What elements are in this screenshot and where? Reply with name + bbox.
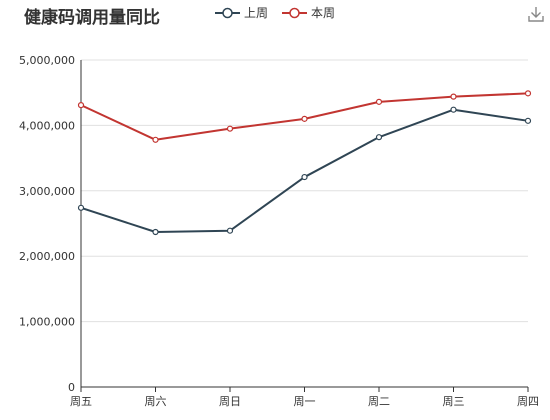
y-tick-label: 1,000,000 xyxy=(19,316,75,329)
data-point xyxy=(375,98,383,105)
legend-label-last-week: 上周 xyxy=(244,6,269,20)
data-point xyxy=(301,173,308,181)
x-tick-label: 周四 xyxy=(517,395,539,408)
legend-label-this-week: 本周 xyxy=(311,6,336,20)
legend-item-last-week[interactable]: 上周 xyxy=(215,4,268,21)
legend-marker-this-week xyxy=(282,7,308,18)
data-point xyxy=(450,106,457,113)
y-tick-label: 3,000,000 xyxy=(19,185,75,198)
chart-title: 健康码调用量同比 xyxy=(24,8,160,28)
y-tick-label: 5,000,000 xyxy=(19,54,75,67)
data-point xyxy=(375,134,383,141)
data-point xyxy=(77,102,85,109)
y-tick-label: 0 xyxy=(68,381,75,394)
data-point xyxy=(524,117,532,124)
x-tick-label: 周五 xyxy=(70,395,92,408)
data-point xyxy=(450,93,457,100)
x-tick-label: 周日 xyxy=(219,395,241,408)
data-point xyxy=(77,204,85,211)
y-tick-label: 4,000,000 xyxy=(19,119,75,132)
series-line-0 xyxy=(80,108,529,234)
x-tick-label: 周三 xyxy=(443,395,465,408)
x-tick-label: 周一 xyxy=(294,395,316,408)
x-tick-label: 周六 xyxy=(145,395,167,408)
data-point xyxy=(226,227,234,234)
legend: 上周 本周 xyxy=(215,4,335,21)
y-tick-label: 2,000,000 xyxy=(19,250,75,263)
data-point xyxy=(152,228,159,236)
x-tick-label: 周二 xyxy=(368,395,390,408)
download-button[interactable] xyxy=(528,6,544,26)
legend-item-this-week[interactable]: 本周 xyxy=(282,4,335,21)
data-point xyxy=(524,90,532,97)
legend-marker-last-week xyxy=(215,7,240,18)
data-point xyxy=(301,115,308,122)
data-point xyxy=(226,125,234,132)
data-point xyxy=(152,136,159,143)
download-icon xyxy=(528,7,544,22)
